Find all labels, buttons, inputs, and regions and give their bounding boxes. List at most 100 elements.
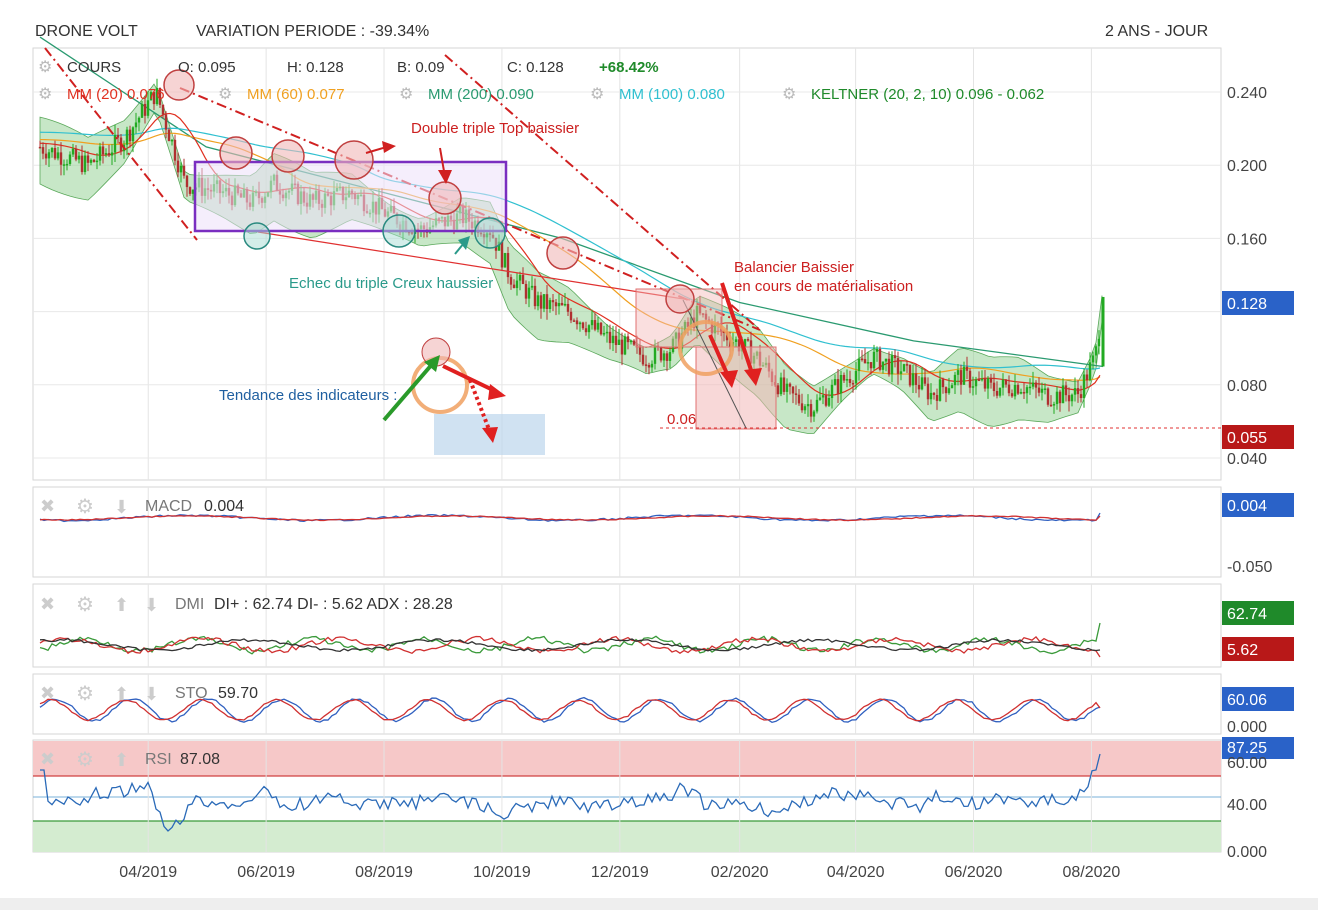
candle [56, 152, 60, 159]
candle [1058, 391, 1062, 404]
candle [59, 152, 63, 165]
candle [164, 114, 168, 130]
dmi-plus-badge-text: 62.74 [1227, 606, 1267, 623]
candle [74, 148, 78, 160]
candle [1007, 384, 1011, 394]
gear-icon[interactable]: ⚙ [76, 496, 94, 518]
candle [101, 146, 105, 155]
candle [872, 351, 876, 369]
sto-name: STO [175, 685, 208, 702]
arrow-up-icon[interactable]: ⬆ [114, 750, 129, 770]
bottom-circle-1 [243, 222, 271, 250]
top-circle-2 [219, 136, 253, 170]
x-tick-label: 12/2019 [591, 864, 649, 881]
arrow-down-icon[interactable]: ⬇ [114, 497, 129, 517]
gear-icon[interactable]: ⚙ [782, 86, 796, 103]
legend-keltner: KELTNER (20, 2, 10) 0.096 - 0.062 [811, 86, 1044, 103]
candle [80, 155, 84, 173]
gear-icon[interactable]: ⚙ [38, 59, 52, 76]
arrow-up-icon[interactable]: ⬆ [114, 684, 129, 704]
candle [65, 163, 69, 166]
candle [950, 385, 954, 389]
legend-mm100: MM (100) 0.080 [619, 86, 725, 103]
candle [146, 100, 150, 116]
candle [935, 395, 939, 401]
candle [1082, 374, 1086, 399]
candle [62, 164, 66, 166]
arrow-up-icon[interactable]: ⬆ [114, 595, 129, 615]
candle [944, 387, 948, 394]
candle [695, 305, 699, 329]
candle [1088, 362, 1092, 381]
candle [626, 336, 630, 343]
gear-icon[interactable]: ⚙ [76, 594, 94, 616]
legend: ⚙ COURS O: 0.095 H: 0.128 B: 0.09 C: 0.1… [38, 59, 1044, 103]
candle [812, 411, 816, 417]
candle [902, 364, 906, 372]
price-badge-text: 0.128 [1227, 296, 1267, 313]
candle [131, 127, 135, 142]
candle [854, 370, 858, 384]
candle [869, 362, 873, 369]
top-circle-5 [428, 181, 462, 215]
candle [563, 303, 567, 306]
candle [779, 377, 783, 395]
gear-icon[interactable]: ⚙ [218, 86, 232, 103]
candle [50, 147, 54, 153]
rsi-line [40, 753, 1101, 832]
candle [887, 358, 891, 375]
x-tick-label: 02/2020 [711, 864, 769, 881]
candle [527, 287, 531, 299]
x-tick-label: 04/2020 [827, 864, 885, 881]
candle [1067, 395, 1071, 402]
close-icon[interactable]: ✖ [40, 496, 55, 516]
gear-icon[interactable]: ⚙ [590, 86, 604, 103]
macd-name: MACD [145, 498, 192, 515]
candle [536, 295, 540, 307]
candle [38, 146, 42, 149]
gear-icon[interactable]: ⚙ [76, 749, 94, 771]
balancier-arrow-1 [720, 370, 738, 388]
candle [722, 331, 726, 333]
dmi-minus-badge [1222, 637, 1294, 661]
candle [1076, 388, 1080, 395]
candle [620, 339, 624, 355]
candle [980, 378, 984, 381]
candle [659, 347, 663, 361]
gear-icon[interactable]: ⚙ [399, 86, 413, 103]
close-icon[interactable]: ✖ [40, 594, 55, 614]
candle [500, 241, 504, 268]
candle [68, 154, 72, 164]
candle [149, 92, 153, 101]
arrow-down-icon[interactable]: ⬇ [144, 684, 159, 704]
dmi-panel-frame [32, 583, 1222, 668]
sto-badge [1222, 687, 1294, 711]
candle [959, 370, 963, 385]
candle [92, 159, 96, 163]
close-icon[interactable]: ✖ [40, 749, 55, 769]
x-tick-label: 10/2019 [473, 864, 531, 881]
candle [737, 339, 741, 352]
y-tick-label: 0.160 [1227, 231, 1267, 248]
chart-title: DRONE VOLT [35, 23, 138, 40]
arrow-down-icon[interactable]: ⬇ [144, 595, 159, 615]
candle [992, 382, 996, 392]
candle [557, 302, 561, 307]
candle [635, 344, 639, 347]
candle [881, 361, 885, 370]
candle [986, 378, 990, 389]
candle [683, 321, 687, 334]
gear-icon[interactable]: ⚙ [38, 86, 52, 103]
mm100-line [39, 127, 1101, 370]
gear-icon[interactable]: ⚙ [76, 683, 94, 705]
support-badge-text: 0.055 [1227, 430, 1267, 447]
macd-badge [1222, 493, 1294, 517]
candle [788, 383, 792, 387]
candle [833, 379, 837, 385]
y-tick-label: 0.240 [1227, 85, 1267, 102]
candle [524, 283, 528, 299]
candle [1049, 404, 1053, 407]
candle [158, 88, 162, 105]
close-icon[interactable]: ✖ [40, 683, 55, 703]
period-selector[interactable]: 2 ANS - JOUR [1105, 23, 1208, 40]
